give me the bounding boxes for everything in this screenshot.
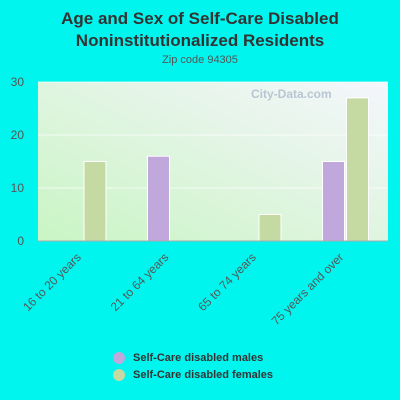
legend: Self-Care disabled males Self-Care disab… (113, 349, 273, 383)
x-axis-ticks: 16 to 20 years 21 to 64 years 65 to 74 yea… (20, 250, 346, 328)
y-tick-label: 20 (11, 128, 25, 142)
legend-swatch-males (113, 351, 125, 364)
x-tick-label: 75 years and over (269, 250, 347, 328)
y-tick-label: 0 (17, 234, 24, 248)
bar-females (346, 97, 369, 242)
y-tick-label: 30 (11, 75, 25, 89)
y-axis-ticks: 0 10 20 30 (11, 75, 25, 248)
x-tick-label: 16 to 20 years (20, 250, 84, 314)
x-tick-label: 21 to 64 years (108, 250, 172, 314)
chart-title: Age and Sex of Self-Care Disabled Nonins… (61, 9, 339, 50)
legend-item-females: Self-Care disabled females (113, 366, 273, 383)
legend-label-females: Self-Care disabled females (133, 368, 274, 381)
watermark-logo: City-Data.com (251, 87, 332, 101)
bar-males (147, 155, 170, 242)
legend-item-males: Self-Care disabled males (113, 349, 273, 366)
bar-females (83, 161, 107, 242)
legend-swatch-females (113, 368, 125, 381)
chart-subtitle: Zip code 94305 (162, 54, 238, 66)
bar-males (322, 161, 345, 242)
legend-label-males: Self-Care disabled males (133, 351, 264, 364)
y-tick-label: 10 (11, 181, 25, 195)
x-tick-label: 65 to 74 years (195, 250, 259, 314)
bar-females (258, 214, 282, 242)
